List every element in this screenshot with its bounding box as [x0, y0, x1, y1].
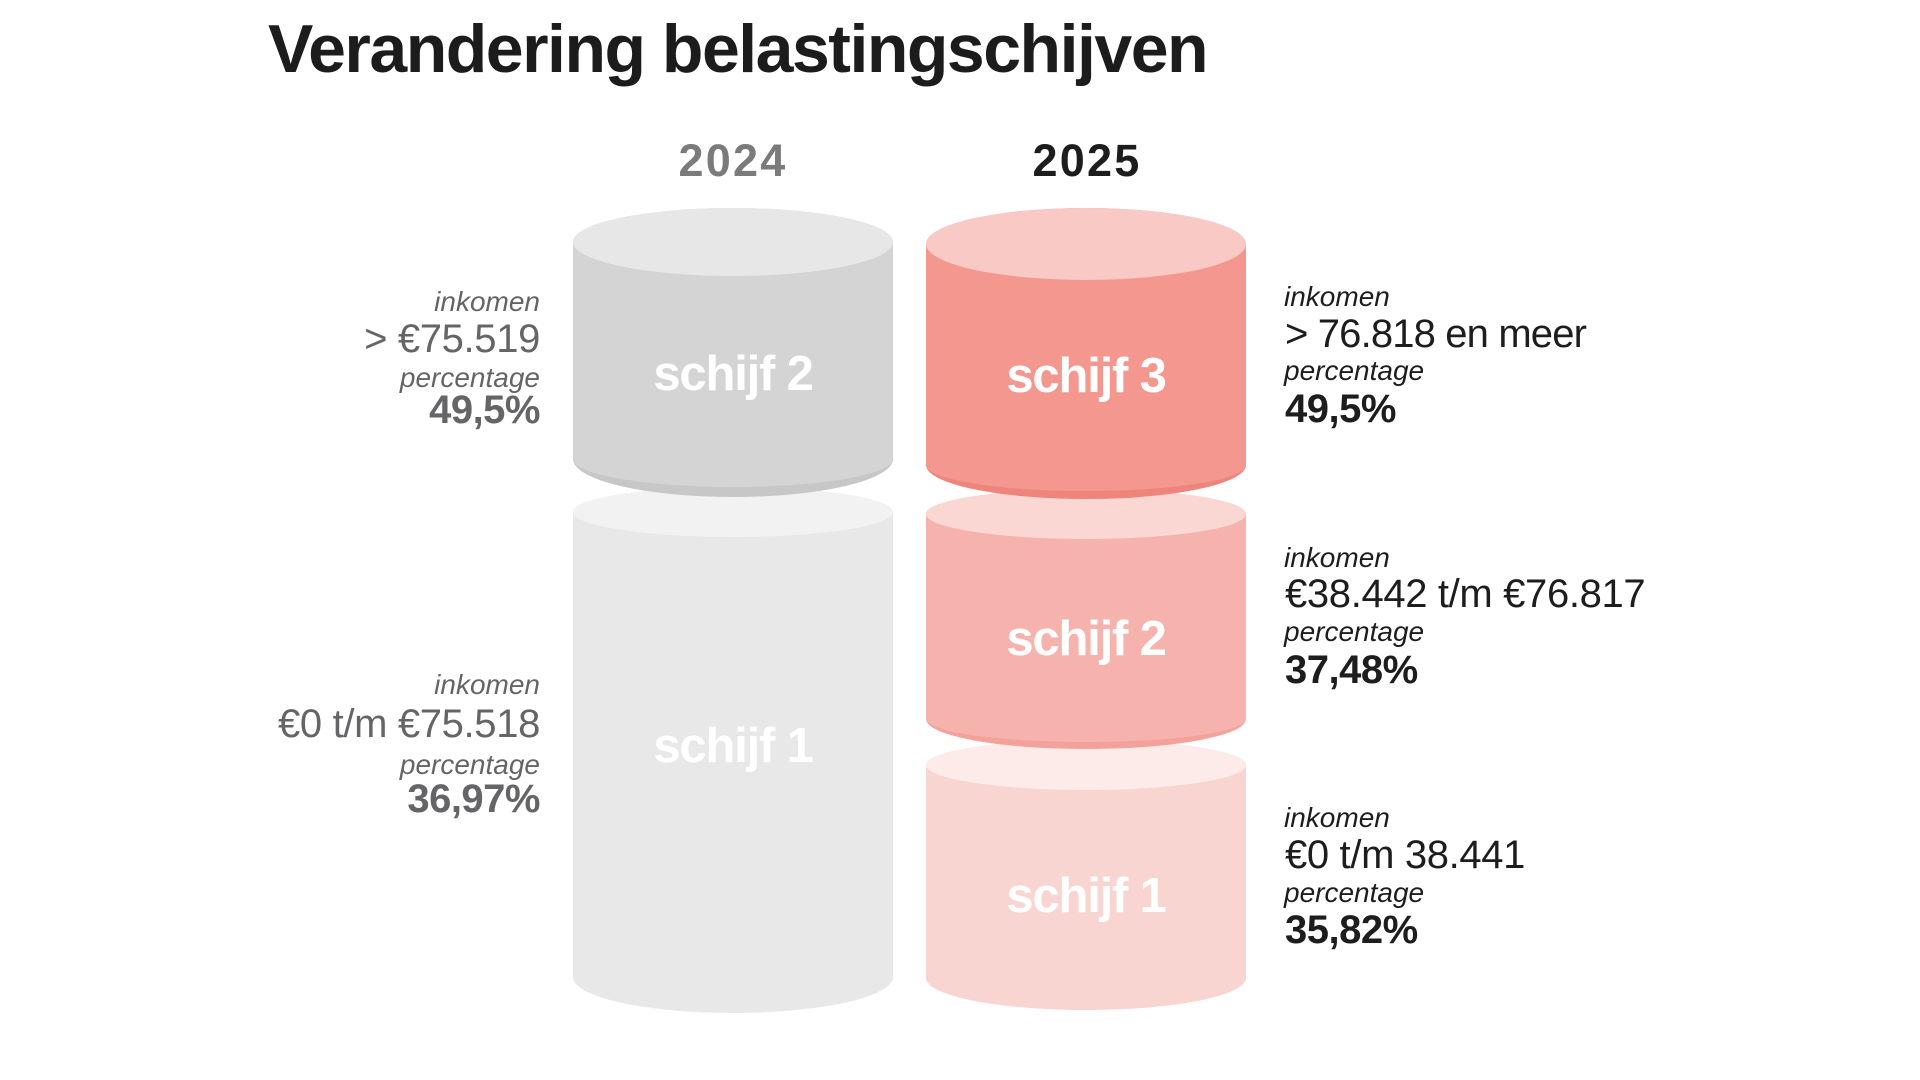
svg-text:schijf 2: schijf 2 [653, 347, 812, 401]
svg-text:49,5%: 49,5% [429, 388, 540, 432]
svg-text:2025: 2025 [1033, 135, 1142, 186]
svg-text:percentage: percentage [1283, 616, 1424, 647]
svg-text:37,48%: 37,48% [1285, 648, 1418, 692]
svg-text:percentage: percentage [399, 749, 540, 780]
svg-text:36,97%: 36,97% [407, 777, 540, 821]
svg-text:> €75.519: > €75.519 [364, 317, 540, 361]
svg-text:schijf 1: schijf 1 [653, 719, 812, 773]
svg-text:Verandering belastingschijven: Verandering belastingschijven [268, 11, 1207, 87]
svg-text:inkomen: inkomen [1284, 802, 1390, 833]
svg-text:schijf 1: schijf 1 [1006, 869, 1165, 923]
svg-text:49,5%: 49,5% [1285, 387, 1396, 431]
svg-text:€38.442 t/m €76.817: €38.442 t/m €76.817 [1285, 572, 1645, 616]
svg-text:€0 t/m €75.518: €0 t/m €75.518 [278, 702, 540, 746]
svg-text:schijf 3: schijf 3 [1006, 349, 1165, 403]
svg-text:35,82%: 35,82% [1285, 908, 1418, 952]
svg-text:inkomen: inkomen [1284, 542, 1390, 573]
svg-text:inkomen: inkomen [434, 286, 540, 317]
svg-text:schijf 2: schijf 2 [1006, 612, 1165, 666]
svg-text:inkomen: inkomen [434, 669, 540, 700]
svg-text:€0 t/m 38.441: €0 t/m 38.441 [1285, 833, 1525, 877]
svg-text:2024: 2024 [679, 135, 788, 186]
svg-text:percentage: percentage [1283, 877, 1424, 908]
svg-text:> 76.818 en meer: > 76.818 en meer [1285, 312, 1587, 356]
svg-text:inkomen: inkomen [1284, 281, 1390, 312]
svg-text:percentage: percentage [399, 362, 540, 393]
svg-text:percentage: percentage [1283, 355, 1424, 386]
